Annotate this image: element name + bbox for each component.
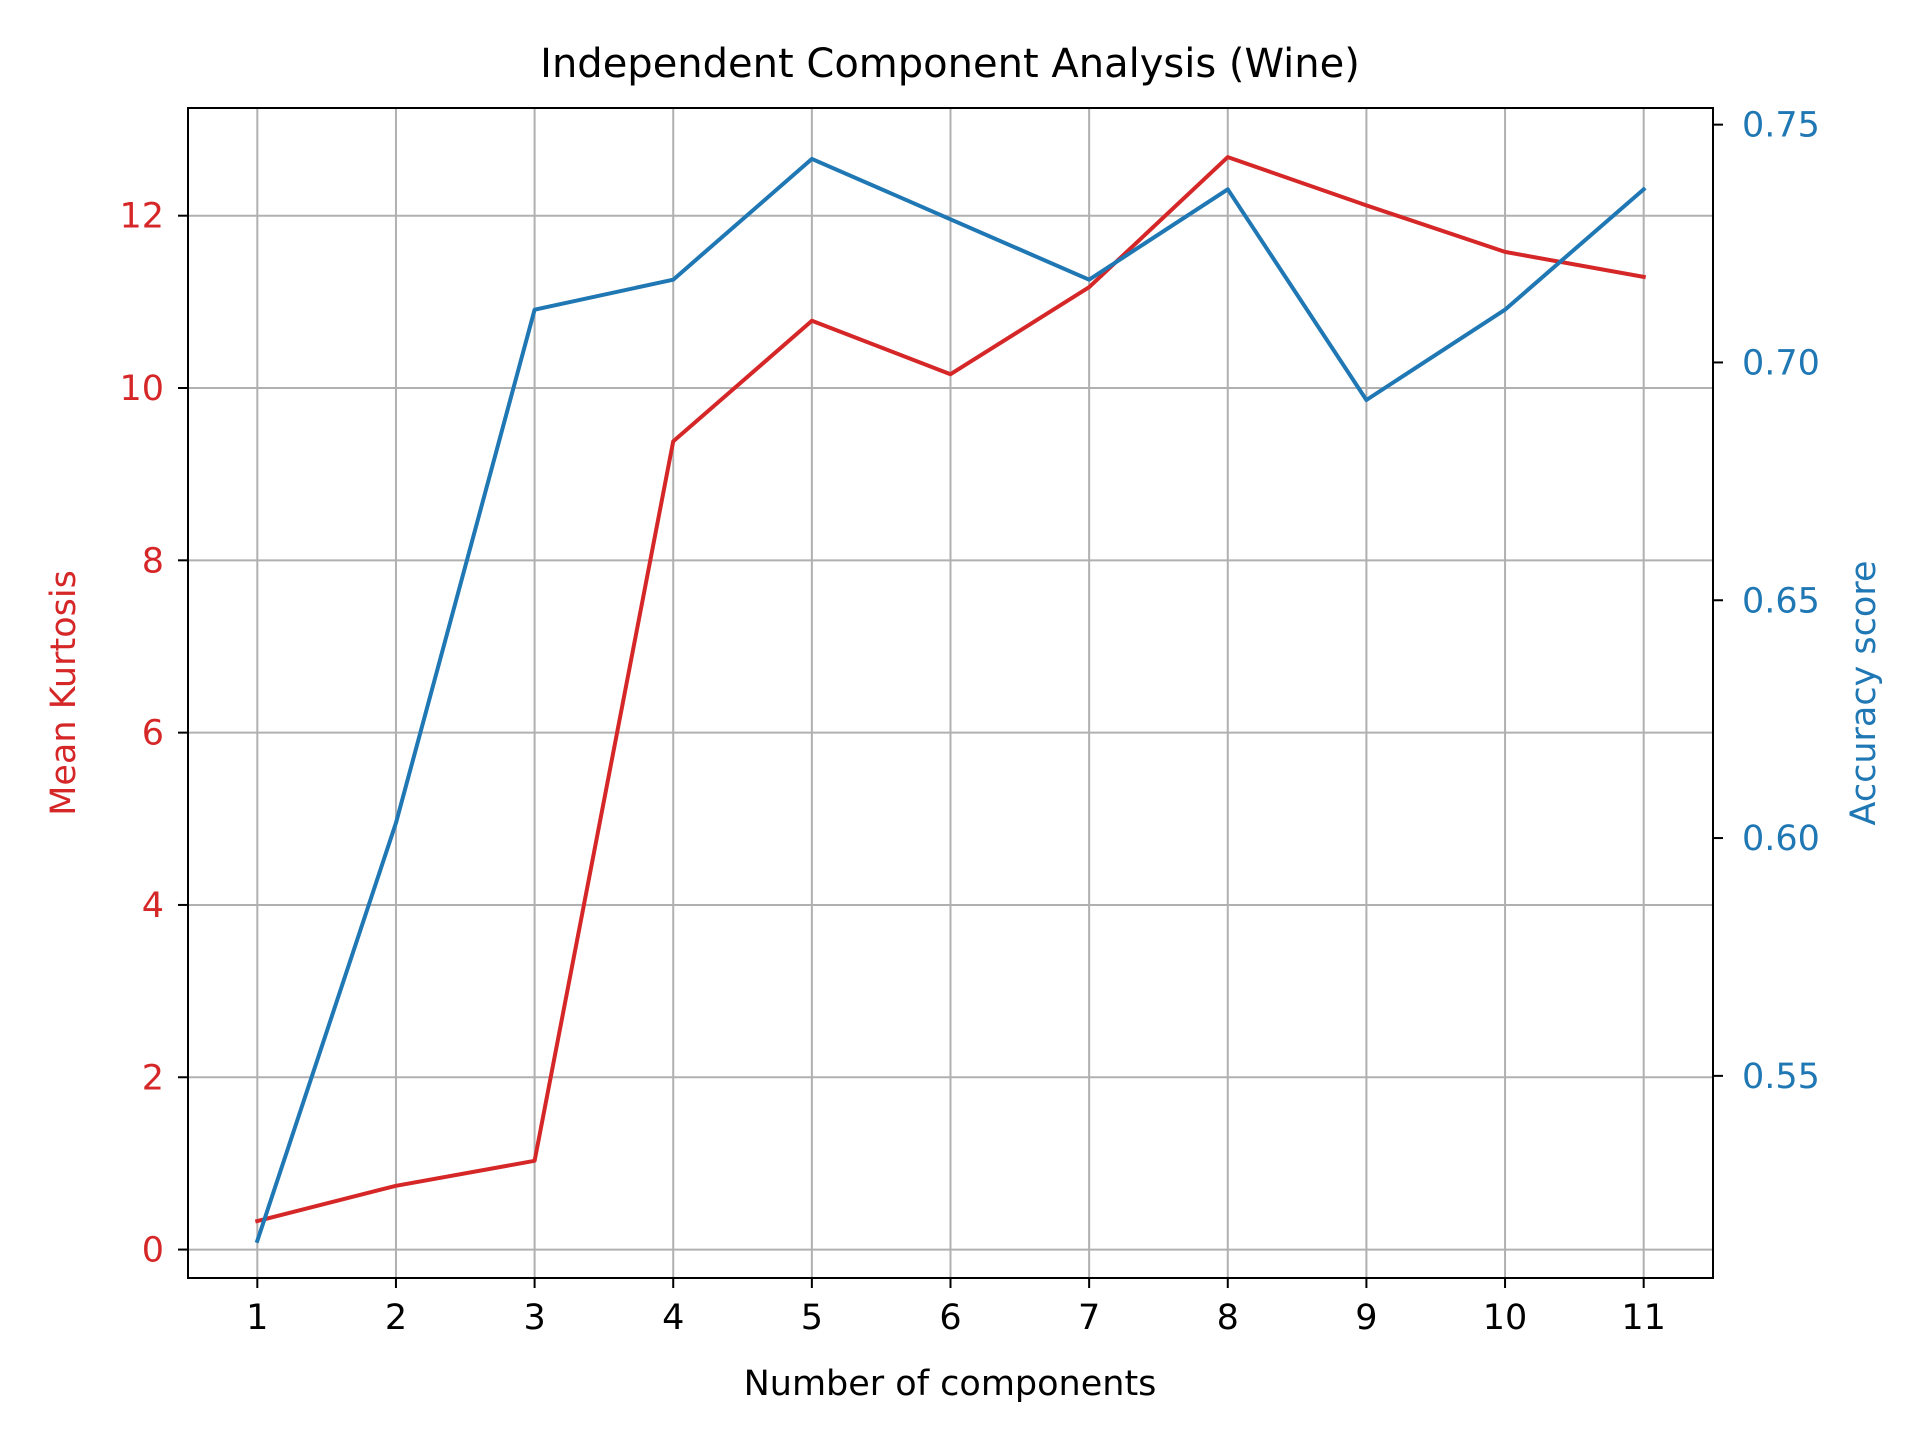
y-left-tick-label: 8 (142, 541, 164, 581)
y-left-tick-label: 10 (119, 369, 164, 409)
grid (188, 108, 1713, 1278)
x-tick-label: 6 (939, 1298, 961, 1338)
accuracy-score-line (254, 156, 1647, 1244)
ticks: 1 2 3 4 5 6 7 8 9 10 110246810120.550.600.650.700.… (119, 106, 1819, 1338)
x-tick-label: 7 (1078, 1298, 1100, 1338)
x-tick-label: 5 (801, 1298, 823, 1338)
chart-title: Independent Component Analysis (Wine) (540, 41, 1360, 87)
x-tick-label: 10 (1483, 1298, 1528, 1338)
x-tick-label: 9 (1355, 1298, 1377, 1338)
y-axis-right-label: Accuracy score (1844, 561, 1884, 826)
x-tick-label: 4 (662, 1298, 684, 1338)
y-right-tick-label: 0.70 (1742, 343, 1820, 383)
series-lines (254, 155, 1647, 1244)
y-axis-left-label: Mean Kurtosis (44, 570, 84, 816)
y-right-tick-label: 0.60 (1742, 819, 1820, 859)
y-right-tick-label: 0.55 (1742, 1057, 1820, 1097)
x-axis-label: Number of components (744, 1364, 1157, 1404)
x-tick-label: 2 (385, 1298, 407, 1338)
x-tick-label: 1 (246, 1298, 268, 1338)
y-left-tick-label: 4 (142, 886, 164, 926)
y-left-tick-label: 2 (142, 1058, 164, 1098)
x-tick-label: 3 (523, 1298, 545, 1338)
x-tick-label: 11 (1621, 1298, 1666, 1338)
x-tick-label: 8 (1217, 1298, 1239, 1338)
y-left-tick-label: 12 (119, 197, 164, 237)
y-right-tick-label: 0.75 (1742, 106, 1820, 146)
y-right-tick-label: 0.65 (1742, 581, 1820, 621)
y-left-tick-label: 6 (142, 714, 164, 754)
y-left-tick-label: 0 (142, 1231, 164, 1271)
mean-kurtosis-line (254, 155, 1647, 1224)
